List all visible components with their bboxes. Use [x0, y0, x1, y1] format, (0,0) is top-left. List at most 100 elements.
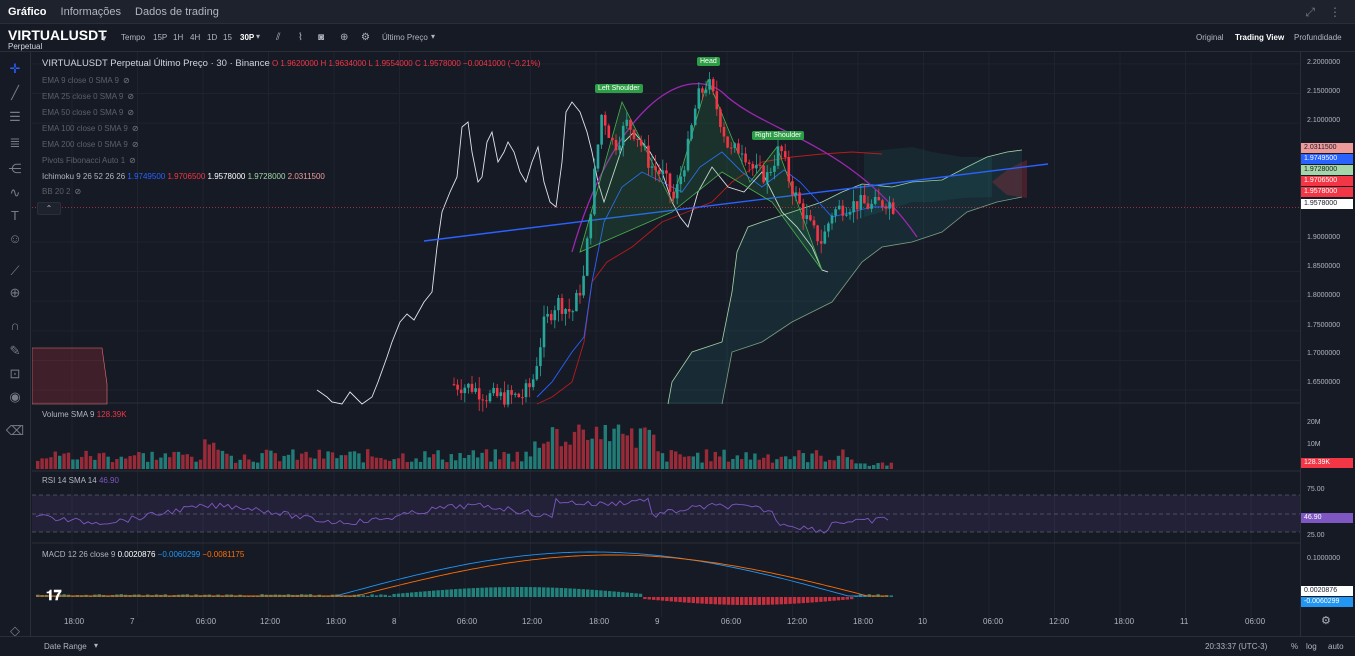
macd-histogram-bar	[731, 597, 735, 605]
volume-bar	[392, 459, 396, 469]
candle-body	[884, 206, 888, 209]
brush-icon[interactable]: ∿	[9, 185, 21, 200]
volume-bar	[704, 449, 709, 469]
macd-histogram-bar	[555, 587, 559, 597]
volume-legend: Volume SMA 9 128.39K	[42, 410, 127, 419]
percent-toggle[interactable]: %	[1291, 642, 1299, 651]
chart-canvas[interactable]: VIRTUALUSDT Perpetual Último Preço · 30 …	[32, 52, 1300, 636]
eye-off-icon[interactable]: ⊘	[122, 76, 130, 85]
macd-histogram-bar	[515, 587, 519, 597]
clock[interactable]: 20:33:37 (UTC-3)	[1205, 642, 1268, 651]
view-tradingview[interactable]: Trading View	[1235, 33, 1285, 42]
add-icon[interactable]: ⊕	[340, 32, 349, 43]
indicator-ema200[interactable]: EMA 200 close 0 SMA 9 ⊘	[42, 140, 139, 149]
symbol-name[interactable]: VIRTUALUSDT	[8, 27, 107, 43]
text-icon[interactable]: T	[11, 208, 19, 223]
indicator-ema50[interactable]: EMA 50 close 0 SMA 9 ⊘	[42, 108, 135, 117]
settings-icon[interactable]: ⚙	[1321, 615, 1331, 627]
emoji-icon[interactable]: ☺	[8, 231, 22, 246]
tf-15p[interactable]: 15P	[153, 33, 168, 42]
tab-informacoes[interactable]: Informações	[60, 5, 122, 18]
pattern-icon[interactable]: ⋲	[8, 161, 22, 176]
horizontal-lines-icon[interactable]: ☰	[9, 109, 21, 124]
view-original[interactable]: Original	[1196, 33, 1224, 42]
tf-4h[interactable]: 4H	[190, 33, 201, 42]
macd-histogram-bar	[484, 587, 489, 597]
symbol-dropdown-icon[interactable]: ▼	[100, 34, 108, 43]
indicator-ichimoku[interactable]: Ichimoku 9 26 52 26 26 1.9749500 1.97065…	[42, 172, 325, 181]
volume-bar	[691, 456, 695, 469]
volume-bar	[154, 459, 159, 469]
price-axis[interactable]: 2.2000000 2.1500000 2.1000000 1.9000000 …	[1300, 52, 1355, 636]
kijun-line	[536, 151, 883, 405]
volume-bar	[251, 461, 255, 469]
eye-off-icon[interactable]: ⊘	[129, 156, 136, 165]
indicator-bb[interactable]: BB 20 2 ⊘	[42, 187, 82, 196]
collapse-legend-button[interactable]: ⌃	[37, 202, 61, 215]
camera-icon[interactable]: ◙	[318, 32, 325, 43]
eye-icon[interactable]: ◉	[9, 389, 21, 404]
expand-icon[interactable]: ⤢	[1305, 5, 1315, 19]
zoom-icon[interactable]: ⊕	[9, 285, 21, 300]
volume-bar	[352, 451, 357, 469]
chart-svg[interactable]	[32, 52, 1300, 636]
legend-high: H 1.9634000	[320, 59, 367, 68]
magnet-icon[interactable]: ∩	[10, 318, 20, 333]
volume-bar	[128, 456, 132, 469]
indicator-ema25[interactable]: EMA 25 close 0 SMA 9 ⊘	[42, 92, 135, 101]
eye-off-icon[interactable]: ⊘	[74, 187, 82, 196]
candle-body	[855, 201, 859, 210]
candle-body	[827, 223, 830, 232]
trendline-icon[interactable]: ╱	[11, 85, 19, 100]
eye-off-icon[interactable]: ⊘	[127, 92, 135, 101]
tf-1h[interactable]: 1H	[173, 33, 184, 42]
price-type-dropdown-icon[interactable]: ▾	[431, 32, 436, 41]
legend-close: C 1.9578000	[414, 59, 461, 68]
price-label: 2.2000000	[1307, 59, 1341, 66]
log-toggle[interactable]: log	[1306, 642, 1317, 651]
volume-bar	[150, 451, 154, 469]
candle-body	[791, 181, 794, 195]
eye-off-icon[interactable]: ⊘	[131, 124, 139, 133]
auto-toggle[interactable]: auto	[1328, 642, 1344, 651]
tab-grafico[interactable]: Gráfico	[8, 5, 47, 18]
price-type-select[interactable]: Último Preço	[382, 33, 428, 42]
indicators-icon[interactable]: ⌇	[298, 32, 303, 43]
eye-off-icon[interactable]: ⊘	[131, 140, 139, 149]
tf-1d[interactable]: 1D	[207, 33, 218, 42]
indicator-pivots[interactable]: Pivots Fibonacci Auto 1 ⊘	[42, 156, 136, 165]
more-icon[interactable]: ⋮	[1329, 5, 1341, 19]
crosshair-icon[interactable]: ✛	[9, 61, 21, 76]
tab-dados-de-trading[interactable]: Dados de trading	[135, 5, 219, 18]
date-range-dropdown-icon[interactable]: ▾	[94, 641, 99, 650]
indicator-ema9[interactable]: EMA 9 close 0 SMA 9 ⊘	[42, 76, 130, 85]
eye-off-icon[interactable]: ⊘	[127, 108, 135, 117]
macd-histogram-bar	[410, 592, 414, 597]
fib-icon[interactable]: ≣	[9, 135, 21, 150]
volume-bar	[88, 456, 93, 469]
lock-drawing-icon[interactable]: ✎	[9, 343, 21, 358]
volume-bar	[361, 462, 365, 469]
tf-15[interactable]: 15	[223, 33, 232, 42]
volume-bar	[467, 454, 471, 469]
chart-type-icon[interactable]: ⫽	[276, 32, 281, 43]
layers-icon[interactable]: ◇	[10, 623, 20, 638]
view-depth[interactable]: Profundidade	[1294, 33, 1342, 42]
date-range-button[interactable]: Date Range	[44, 642, 87, 651]
ruler-icon[interactable]: ⟋	[10, 263, 20, 278]
indicator-ema100[interactable]: EMA 100 close 0 SMA 9 ⊘	[42, 124, 139, 133]
tf-30p[interactable]: 30P	[240, 33, 255, 42]
price-tag-chikou: 1.9578000	[1301, 199, 1353, 209]
trash-icon[interactable]: ⌫	[5, 423, 25, 438]
tf-dropdown-icon[interactable]: ▾	[256, 32, 261, 41]
lock-icon[interactable]: ⊡	[9, 366, 21, 381]
volume-bar	[247, 459, 251, 469]
volume-bar	[238, 459, 242, 469]
settings-icon[interactable]: ⚙	[361, 32, 370, 43]
macd-histogram-bar	[520, 587, 524, 597]
candle-body	[881, 200, 884, 207]
candle-body	[477, 388, 481, 400]
macd-histogram-bar	[779, 597, 783, 605]
volume-bar	[581, 429, 585, 469]
macd-histogram-bar	[220, 595, 225, 597]
